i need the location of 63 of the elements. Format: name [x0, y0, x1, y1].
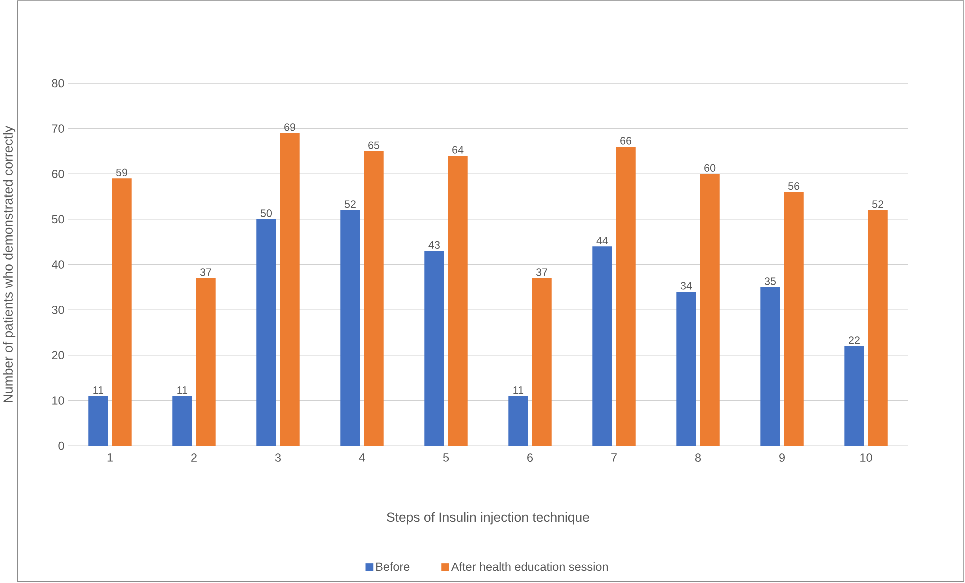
data-label: 66 — [620, 137, 632, 145]
bar — [592, 246, 612, 446]
x-tick-label: 2 — [192, 454, 197, 462]
y-tick-label: 30 — [52, 306, 64, 314]
x-tick-label: 6 — [528, 454, 534, 462]
bar — [700, 174, 720, 446]
data-label: 34 — [680, 282, 692, 290]
x-tick-label: 7 — [612, 454, 617, 462]
x-axis-title: Steps of Insulin injection technique — [387, 512, 590, 525]
bar — [784, 192, 804, 446]
y-tick-label: 10 — [52, 396, 64, 406]
bar — [112, 178, 132, 446]
legend-label: After health education session — [451, 562, 608, 572]
data-label: 69 — [284, 124, 296, 132]
bar — [88, 396, 108, 446]
data-label: 44 — [596, 237, 608, 245]
bar — [844, 346, 864, 446]
bar — [280, 134, 300, 446]
y-tick-label: 20 — [52, 351, 64, 360]
data-label: 37 — [536, 268, 548, 276]
bar — [616, 147, 636, 446]
data-label: 35 — [764, 278, 776, 286]
data-label: 65 — [368, 142, 380, 150]
bar — [340, 210, 360, 446]
bar — [508, 396, 528, 446]
y-tick-label: 0 — [58, 442, 64, 450]
bar — [760, 288, 780, 446]
x-tick-label: 3 — [275, 454, 281, 462]
x-tick-label: 1 — [108, 454, 113, 462]
bar — [172, 396, 192, 446]
data-label: 56 — [788, 182, 800, 190]
x-tick-label: 5 — [443, 454, 450, 462]
data-label: 59 — [116, 169, 128, 177]
y-tick-label: 40 — [52, 260, 64, 270]
x-tick-label: 4 — [359, 454, 366, 462]
bar — [196, 278, 216, 446]
bar — [676, 292, 696, 446]
x-tick-label: 10 — [860, 454, 872, 462]
y-tick-label: 50 — [52, 215, 64, 224]
data-label: 64 — [452, 146, 464, 154]
y-tick-label: 80 — [52, 80, 64, 88]
y-axis-title: Number of patients who demonstrated correctly — [3, 126, 16, 403]
data-label: 52 — [344, 200, 356, 208]
data-label: 11 — [514, 386, 524, 394]
legend-label: Before — [376, 562, 410, 572]
bar — [532, 278, 552, 446]
x-tick-label: 9 — [780, 454, 785, 462]
bar — [868, 210, 888, 446]
data-label: 43 — [428, 242, 440, 250]
x-tick-label: 8 — [696, 454, 702, 462]
data-label: 11 — [178, 386, 188, 394]
data-label: 52 — [872, 200, 884, 208]
y-tick-label: 60 — [52, 170, 64, 178]
data-label: 22 — [849, 336, 860, 344]
bar — [256, 220, 276, 446]
bar — [424, 251, 444, 446]
data-label: 50 — [260, 210, 272, 218]
data-label: 37 — [200, 268, 212, 276]
bar — [448, 156, 468, 446]
data-label: 11 — [94, 386, 104, 394]
bar — [364, 152, 384, 446]
data-label: 60 — [704, 164, 716, 172]
y-tick-label: 70 — [52, 124, 64, 134]
